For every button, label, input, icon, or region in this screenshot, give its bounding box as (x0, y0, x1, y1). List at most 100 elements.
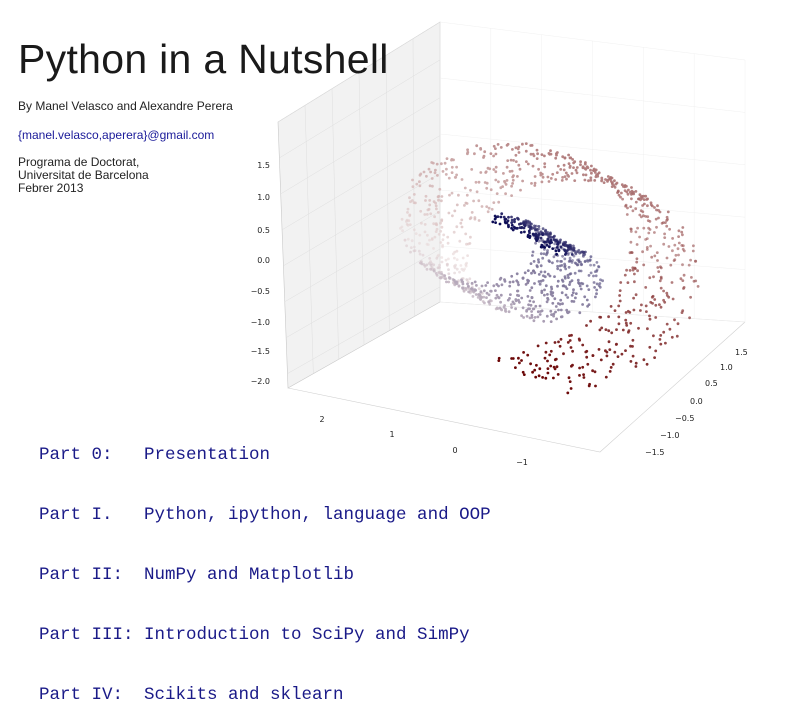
scatter-point (530, 286, 534, 290)
scatter-point (628, 190, 632, 194)
scatter-point (432, 222, 436, 226)
scatter-point (461, 256, 465, 260)
scatter-point (653, 231, 656, 234)
scatter-point (627, 188, 630, 192)
scatter-point (435, 162, 439, 166)
scatter-point (535, 157, 539, 161)
scatter-point (551, 261, 554, 265)
email-address[interactable]: {manel.velasco,aperera}@gmail.com (18, 128, 215, 142)
scatter-point (487, 293, 491, 297)
scatter-point (533, 224, 536, 228)
scatter-point (445, 280, 448, 284)
scatter-point (630, 251, 633, 254)
scatter-point (499, 293, 503, 297)
scatter-point (519, 222, 523, 226)
scatter-point (453, 256, 456, 260)
scatter-point (511, 182, 514, 185)
scatter-point (633, 272, 636, 276)
scatter-point (638, 213, 642, 217)
scatter-point (443, 274, 447, 278)
scatter-point (572, 161, 575, 165)
scatter-point (638, 235, 641, 239)
x-tick-label: 2 (319, 415, 324, 424)
scatter-point (455, 225, 459, 229)
scatter-point (457, 284, 461, 288)
scatter-point (598, 285, 602, 289)
scatter-point (425, 263, 429, 267)
scatter-point (599, 315, 603, 319)
scatter-point (553, 358, 557, 362)
scatter-point (624, 349, 627, 352)
scatter-point (536, 315, 540, 319)
scatter-point (450, 165, 454, 169)
scatter-point (537, 280, 541, 283)
scatter-point (419, 209, 423, 213)
grid-line (281, 135, 441, 231)
grid-line (277, 21, 441, 123)
scatter-point (432, 247, 435, 250)
scatter-point (624, 311, 628, 314)
scatter-point (542, 319, 546, 323)
scatter-point (455, 249, 459, 253)
scatter-point (553, 242, 557, 246)
scatter-point (568, 334, 571, 337)
scatter-point (638, 193, 642, 197)
scatter-point (581, 282, 585, 286)
scatter-point (563, 257, 567, 261)
scatter-point (559, 268, 562, 272)
scatter-point (548, 152, 552, 156)
scatter-point (472, 199, 475, 203)
scatter-point (467, 242, 470, 246)
scatter-point (475, 144, 479, 148)
scatter-point (676, 322, 680, 326)
scatter-point (492, 284, 496, 288)
scatter-point (577, 337, 581, 341)
scatter-point (436, 174, 439, 177)
scatter-point (406, 211, 409, 214)
scatter-point (554, 178, 558, 181)
scatter-point (658, 338, 662, 341)
scatter-point (453, 209, 457, 213)
scatter-point (548, 274, 552, 278)
scatter-point (677, 253, 680, 257)
scatter-point (676, 247, 680, 251)
scatter-point (435, 223, 439, 227)
scatter-point (618, 299, 622, 303)
scatter-point (486, 281, 489, 284)
scatter-point (650, 295, 654, 299)
scatter-point (428, 184, 432, 188)
scatter-point (668, 327, 672, 331)
scatter-point (494, 221, 497, 225)
scatter-point (526, 295, 530, 298)
scatter-point (581, 365, 585, 369)
scatter-point (555, 317, 558, 321)
scatter-point (559, 337, 563, 341)
scatter-point (620, 183, 624, 187)
scatter-point (637, 197, 640, 201)
scatter-point (543, 356, 547, 360)
scatter-point (532, 319, 536, 323)
scatter-point (581, 343, 585, 347)
scatter-point (666, 210, 670, 214)
scatter-point (691, 249, 695, 253)
scatter-point (423, 213, 427, 216)
scatter-point (561, 176, 564, 179)
scatter-point (671, 237, 674, 240)
grid-line (439, 301, 746, 323)
scatter-point (562, 168, 566, 172)
scatter-point (543, 229, 547, 233)
scatter-point (448, 193, 451, 197)
scatter-point (553, 297, 557, 301)
scatter-point (527, 229, 531, 233)
scatter-point (595, 292, 598, 296)
scatter-point (492, 144, 496, 148)
scatter-point (435, 207, 438, 211)
scatter-point (510, 303, 513, 306)
scatter-point (669, 263, 673, 267)
scatter-point (516, 147, 520, 151)
scatter-point (447, 176, 451, 180)
scatter-point (665, 224, 669, 228)
scatter-point (502, 215, 506, 219)
scatter-point (665, 322, 669, 326)
scatter-point (535, 239, 538, 243)
